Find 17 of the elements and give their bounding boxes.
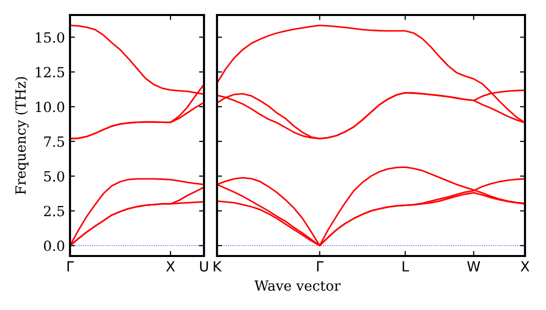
- y-axis-title: Frequency (THz): [15, 77, 29, 194]
- x-tick-label: K: [214, 261, 222, 272]
- x-tick-label: Γ: [317, 261, 324, 272]
- x-tick-label: X: [166, 261, 175, 272]
- y-tick-label: 0.0: [44, 240, 64, 252]
- y-tick-label: 10.0: [36, 102, 64, 112]
- y-tick-label: 2.5: [44, 206, 64, 216]
- x-tick-label: L: [402, 261, 410, 272]
- y-tick-label: 12.5: [36, 66, 64, 78]
- x-tick-label: X: [520, 261, 530, 272]
- x-tick-label: Γ: [67, 261, 74, 272]
- x-axis-title: Wave vector: [254, 280, 341, 291]
- x-tick-label: U: [200, 261, 208, 272]
- x-tick-label: W: [467, 261, 480, 272]
- y-tick-label: 5.0: [44, 171, 64, 182]
- y-tick-label: 7.5: [44, 136, 64, 147]
- y-tick-label: 15.0: [36, 32, 64, 43]
